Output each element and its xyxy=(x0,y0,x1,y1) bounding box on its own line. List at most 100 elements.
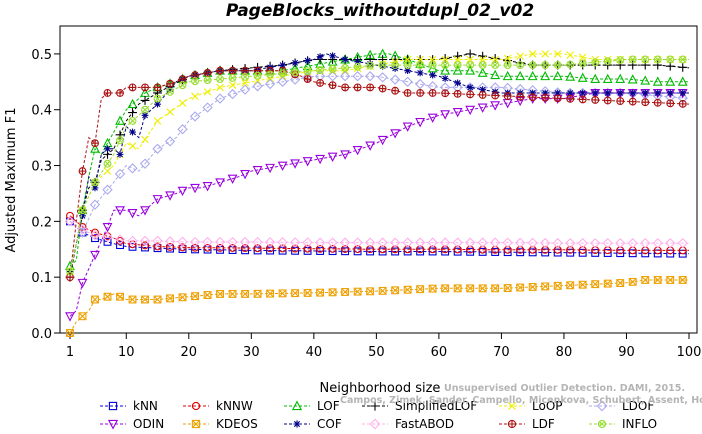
data-point xyxy=(378,55,388,64)
data-point xyxy=(491,284,500,293)
data-point xyxy=(416,245,425,254)
data-point xyxy=(454,62,461,68)
data-point xyxy=(553,282,562,290)
watermark-line-2: Campos, Zimek, Sander, Campello, Micenko… xyxy=(340,395,702,406)
data-point xyxy=(489,237,501,248)
data-point xyxy=(152,143,163,154)
data-point xyxy=(678,55,687,64)
data-point xyxy=(504,92,512,100)
data-point xyxy=(652,237,663,249)
data-point xyxy=(203,243,212,252)
data-point xyxy=(528,245,537,254)
legend-label: SimplifiedLOF xyxy=(395,399,477,413)
data-point xyxy=(302,157,313,167)
data-point xyxy=(339,237,351,248)
data-point xyxy=(152,195,163,205)
data-point xyxy=(291,400,303,411)
data-point xyxy=(328,65,337,73)
data-point xyxy=(503,248,512,257)
data-point xyxy=(89,230,101,241)
data-point xyxy=(591,58,600,67)
data-point xyxy=(616,97,624,105)
data-point xyxy=(592,59,598,66)
data-point xyxy=(91,178,99,187)
data-point xyxy=(628,277,637,286)
data-point xyxy=(416,55,424,64)
data-point xyxy=(216,75,225,83)
data-point xyxy=(379,62,387,70)
data-point xyxy=(653,276,662,284)
data-point xyxy=(404,67,412,75)
data-point xyxy=(316,288,324,297)
data-point xyxy=(242,74,248,80)
series-line xyxy=(69,215,689,251)
data-point xyxy=(315,154,326,165)
data-point xyxy=(366,84,374,91)
data-point xyxy=(391,247,400,256)
data-point xyxy=(341,288,350,296)
data-point xyxy=(402,122,413,132)
data-point xyxy=(628,55,637,64)
data-point xyxy=(114,234,126,245)
data-point xyxy=(103,159,112,168)
data-point xyxy=(117,137,123,144)
data-point xyxy=(528,248,537,257)
data-point xyxy=(203,291,212,299)
data-point xyxy=(166,242,174,251)
data-point xyxy=(116,150,124,158)
data-point xyxy=(604,89,612,97)
data-point xyxy=(466,245,475,254)
data-point xyxy=(466,61,475,70)
data-point xyxy=(253,290,262,298)
data-point xyxy=(404,62,411,68)
plot-area xyxy=(64,48,690,337)
data-point xyxy=(303,244,312,253)
data-point xyxy=(366,287,374,296)
data-point xyxy=(391,286,400,295)
series-kNN xyxy=(66,217,689,258)
data-point xyxy=(490,69,501,80)
data-point xyxy=(629,98,637,106)
data-point xyxy=(516,283,524,292)
data-point xyxy=(527,237,538,249)
data-point xyxy=(166,87,174,96)
data-point xyxy=(115,115,125,125)
data-point xyxy=(104,160,111,167)
data-point xyxy=(303,67,312,76)
data-point xyxy=(677,237,688,249)
data-point xyxy=(192,420,200,428)
data-point xyxy=(452,108,463,118)
data-point xyxy=(516,93,524,101)
data-point xyxy=(417,62,423,68)
data-point xyxy=(228,290,237,298)
data-point xyxy=(666,99,674,107)
data-point xyxy=(566,248,575,257)
series-line xyxy=(69,53,689,272)
data-point xyxy=(528,282,537,291)
data-point xyxy=(653,276,662,284)
data-point xyxy=(327,71,338,82)
data-point xyxy=(204,77,211,83)
data-point xyxy=(503,54,512,63)
data-point xyxy=(541,94,549,102)
data-point xyxy=(64,216,76,227)
data-point xyxy=(516,52,524,60)
data-point xyxy=(379,62,386,68)
data-point xyxy=(341,84,349,91)
data-point xyxy=(599,421,605,427)
data-point xyxy=(454,79,462,87)
series-ODIN xyxy=(65,89,689,322)
data-point xyxy=(191,292,200,301)
data-point xyxy=(178,243,187,252)
data-point xyxy=(366,245,375,254)
data-point xyxy=(302,60,313,71)
data-point xyxy=(529,89,537,97)
data-point xyxy=(241,290,249,298)
data-point xyxy=(578,53,587,62)
data-point xyxy=(678,62,688,72)
data-point xyxy=(139,158,151,169)
data-point xyxy=(653,60,663,70)
data-point xyxy=(153,94,162,103)
data-point xyxy=(202,182,213,192)
data-point xyxy=(314,237,326,248)
